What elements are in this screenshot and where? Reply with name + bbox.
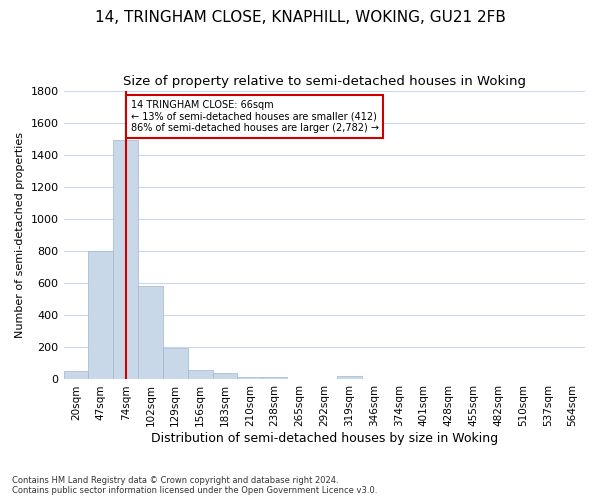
Bar [113, 140, 138, 380]
Y-axis label: Number of semi-detached properties: Number of semi-detached properties [15, 132, 25, 338]
Bar [262, 377, 287, 380]
Bar [64, 372, 88, 380]
Text: 14, TRINGHAM CLOSE, KNAPHILL, WOKING, GU21 2FB: 14, TRINGHAM CLOSE, KNAPHILL, WOKING, GU… [95, 10, 505, 25]
Bar [163, 348, 188, 380]
Title: Size of property relative to semi-detached houses in Woking: Size of property relative to semi-detach… [123, 75, 526, 88]
X-axis label: Distribution of semi-detached houses by size in Woking: Distribution of semi-detached houses by … [151, 432, 498, 445]
Bar [188, 370, 212, 380]
Text: 14 TRINGHAM CLOSE: 66sqm
← 13% of semi-detached houses are smaller (412)
86% of : 14 TRINGHAM CLOSE: 66sqm ← 13% of semi-d… [131, 100, 379, 134]
Bar [238, 376, 262, 380]
Bar [88, 251, 113, 380]
Text: Contains HM Land Registry data © Crown copyright and database right 2024.
Contai: Contains HM Land Registry data © Crown c… [12, 476, 377, 495]
Bar [212, 374, 238, 380]
Bar [138, 286, 163, 380]
Bar [337, 376, 362, 380]
